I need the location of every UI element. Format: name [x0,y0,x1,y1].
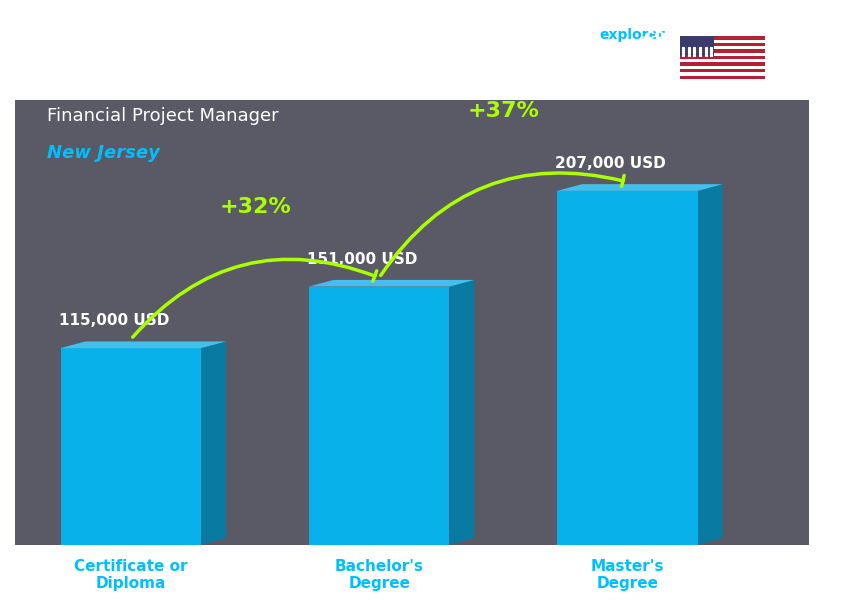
Polygon shape [450,280,474,545]
Polygon shape [698,184,722,545]
Text: 207,000 USD: 207,000 USD [556,156,666,171]
Polygon shape [60,341,226,348]
Bar [680,76,765,79]
Text: .com: .com [642,28,679,42]
Text: Average Yearly Salary: Average Yearly Salary [819,273,830,394]
Text: explorer: explorer [599,28,665,42]
Text: +37%: +37% [468,101,539,121]
Text: salary: salary [578,28,626,42]
Bar [680,62,765,65]
Text: Financial Project Manager: Financial Project Manager [47,107,278,125]
Bar [680,36,765,39]
Bar [680,43,765,46]
Text: Salary Comparison By Education: Salary Comparison By Education [31,58,539,85]
Polygon shape [557,184,722,191]
Bar [680,59,765,62]
Text: New Jersey: New Jersey [47,144,160,162]
Bar [680,69,765,72]
Bar [60,348,201,545]
Polygon shape [201,341,226,545]
Bar [680,53,765,56]
Polygon shape [309,280,474,287]
Bar [680,65,765,69]
Bar [680,46,765,50]
Text: +32%: +32% [219,196,291,216]
Bar [680,56,765,59]
Bar [680,36,714,56]
Bar [680,72,765,76]
Text: 151,000 USD: 151,000 USD [308,251,418,267]
Bar [680,50,765,53]
Text: 115,000 USD: 115,000 USD [60,313,169,328]
Bar [557,191,698,545]
Bar [680,39,765,43]
Bar [309,287,450,545]
